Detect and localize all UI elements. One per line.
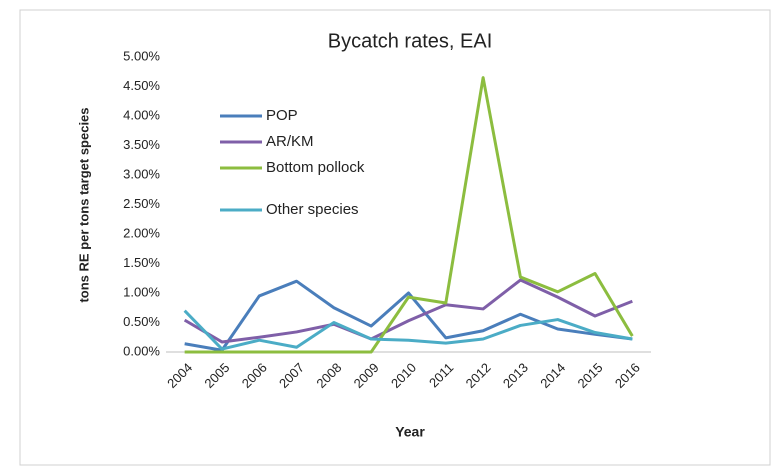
series-line bbox=[184, 76, 634, 354]
y-tick-label: 5.00% bbox=[123, 48, 160, 63]
y-tick-label: 0.00% bbox=[123, 343, 160, 358]
y-tick-label: 1.50% bbox=[123, 255, 160, 270]
y-tick-label: 0.50% bbox=[123, 314, 160, 329]
legend-label: POP bbox=[266, 107, 298, 124]
y-tick-label: 3.00% bbox=[123, 166, 160, 181]
legend-label: Other species bbox=[266, 201, 359, 218]
y-tick-label: 2.00% bbox=[123, 225, 160, 240]
x-axis-label: Year bbox=[395, 424, 425, 440]
y-tick-label: 2.50% bbox=[123, 196, 160, 211]
y-tick-label: 3.50% bbox=[123, 137, 160, 152]
y-tick-label: 4.50% bbox=[123, 78, 160, 93]
series-line bbox=[183, 309, 633, 351]
y-tick-label: 1.00% bbox=[123, 284, 160, 299]
chart-frame bbox=[19, 9, 771, 466]
legend-label: AR/KM bbox=[266, 133, 314, 150]
chart-title: Bycatch rates, EAI bbox=[328, 30, 493, 52]
legend-label: Bottom pollock bbox=[266, 159, 365, 176]
y-tick-label: 4.00% bbox=[123, 107, 160, 122]
series-line bbox=[183, 278, 633, 344]
series-line bbox=[184, 279, 633, 352]
y-axis-label: tons RE per tons target species bbox=[76, 107, 91, 302]
